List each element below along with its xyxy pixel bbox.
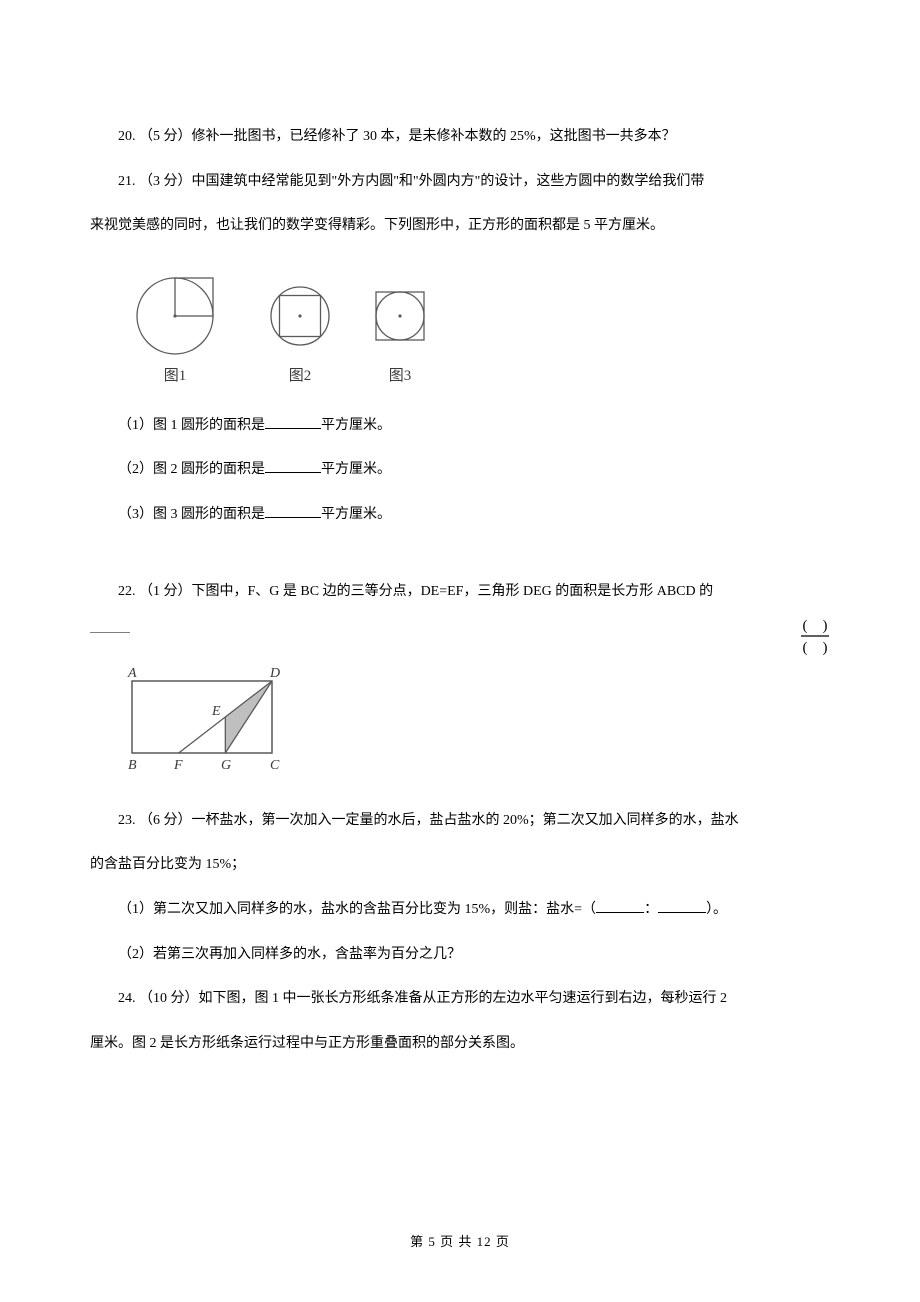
blank-field[interactable] xyxy=(658,898,706,913)
svg-text:D: D xyxy=(269,666,280,681)
fraction-blank-icon[interactable]: ( ) ( ) xyxy=(798,616,832,656)
q20: 20. （5 分）修补一批图书，已经修补了 30 本，是未修补本数的 25%，这… xyxy=(90,124,830,151)
blank-field[interactable] xyxy=(265,458,321,473)
svg-text:B: B xyxy=(128,758,137,773)
blank-field[interactable] xyxy=(265,503,321,518)
q23-line1: 23. （6 分）一杯盐水，第一次加入一定量的水后，盐占盐水的 20%；第二次又… xyxy=(90,808,830,835)
q23-sub1: （1）第二次又加入同样多的水，盐水的含盐百分比变为 15%，则盐：盐水=（ ： ）。 xyxy=(90,897,830,924)
q22: 22. （1 分）下图中，F、G 是 BC 边的三等分点，DE=EF，三角形 D… xyxy=(90,579,830,606)
fig1-label: 图1 xyxy=(164,367,187,384)
q21-figures: 图1 图2 图3 xyxy=(90,258,830,398)
svg-text:G: G xyxy=(221,758,231,773)
q21-sub3: （3）图 3 圆形的面积是 平方厘米。 xyxy=(90,502,830,529)
q23-sub1-b: ）。 xyxy=(706,902,727,917)
page-footer: 第 5 页 共 12 页 xyxy=(0,1231,920,1250)
fig2-label: 图2 xyxy=(289,367,312,384)
q24-line2: 厘米。图 2 是长方形纸条运行过程中与正方形重叠面积的部分关系图。 xyxy=(90,1031,830,1058)
svg-text:E: E xyxy=(211,704,221,719)
q21-sub1-b: 平方厘米。 xyxy=(321,418,391,433)
q23-sub2: （2）若第三次再加入同样多的水，含盐率为百分之几？ xyxy=(90,942,830,969)
svg-text:( ): ( ) xyxy=(803,640,828,656)
q21-intro-line1: 21. （3 分）中国建筑中经常能见到"外方内圆"和"外圆内方"的设计，这些方圆… xyxy=(90,169,830,196)
q23-sub1-a: （1）第二次又加入同样多的水，盐水的含盐百分比变为 15%，则盐：盐水=（ xyxy=(118,902,596,917)
q21-sub2: （2）图 2 圆形的面积是 平方厘米。 xyxy=(90,457,830,484)
svg-text:C: C xyxy=(270,758,280,773)
blank-field[interactable] xyxy=(265,414,321,429)
q21-sub1: （1）图 1 圆形的面积是 平方厘米。 xyxy=(90,413,830,440)
q23-sub1-mid: ： xyxy=(644,902,658,917)
q21-sub2-b: 平方厘米。 xyxy=(321,462,391,477)
svg-text:( ): ( ) xyxy=(803,618,828,634)
answer-blank-small[interactable] xyxy=(90,623,130,632)
svg-text:A: A xyxy=(127,666,137,681)
fig3-label: 图3 xyxy=(389,367,412,384)
q21-sub2-a: （2）图 2 圆形的面积是 xyxy=(118,462,265,477)
q23-line2: 的含盐百分比变为 15%； xyxy=(90,852,830,879)
q21-sub1-a: （1）图 1 圆形的面积是 xyxy=(118,418,265,433)
svg-text:F: F xyxy=(173,758,183,773)
q22-figure: A D B C F G E xyxy=(90,663,830,794)
blank-field[interactable] xyxy=(596,898,644,913)
q24-line1: 24. （10 分）如下图，图 1 中一张长方形纸条准备从正方形的左边水平匀速运… xyxy=(90,986,830,1013)
q21-sub3-a: （3）图 3 圆形的面积是 xyxy=(118,507,265,522)
q21-intro-line2: 来视觉美感的同时，也让我们的数学变得精彩。下列图形中，正方形的面积都是 5 平方… xyxy=(90,213,830,240)
q21-sub3-b: 平方厘米。 xyxy=(321,507,391,522)
